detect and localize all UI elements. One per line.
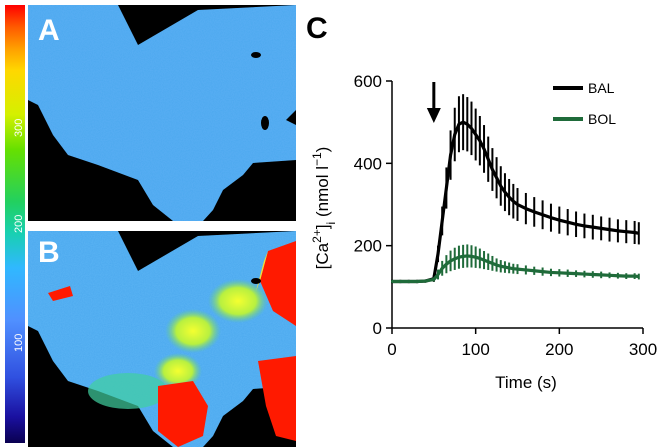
colorbar-tick-label: 200 (13, 214, 25, 233)
legend-label-bal: BAL (588, 80, 615, 96)
chart-legend: BAL BOL (553, 80, 616, 127)
x-tick-label: 0 (387, 340, 396, 359)
x-tick-label: 100 (461, 340, 489, 359)
panel-label-c: C (306, 12, 328, 45)
panel-label-a: A (38, 14, 60, 47)
x-tick-label: 300 (629, 340, 657, 359)
panel-label-b: B (38, 236, 60, 269)
y-tick-label: 200 (354, 237, 382, 256)
colorbar-tick-label: 100 (13, 333, 25, 352)
calcium-image-a (28, 5, 296, 221)
chart-axes: 0 200 400 600 0 100 200 300 (354, 72, 658, 359)
y-tick-label: 0 (373, 319, 382, 338)
series-line-bol (392, 254, 639, 284)
calcium-image-b-graphic (28, 231, 296, 447)
x-axis-label: Time (s) (495, 373, 557, 392)
colorbar-tick-label: 300 (13, 118, 25, 137)
y-tick-label: 600 (354, 72, 382, 91)
calcium-image-a-graphic (28, 5, 296, 221)
chart-series (391, 82, 640, 284)
series-line-bal (392, 120, 640, 284)
calcium-time-chart: 0 200 400 600 0 100 200 300 BAL BOL [Ca2+]i (nmo… (310, 72, 658, 392)
y-tick-label: 400 (354, 154, 382, 173)
legend-label-bol: BOL (588, 111, 616, 127)
x-tick-label: 200 (545, 340, 573, 359)
stimulus-arrow-head (426, 108, 441, 123)
calcium-image-b (28, 231, 296, 447)
y-axis-label: [Ca2+]i (nmol l−1) (310, 147, 338, 270)
color-scale-bar: 300 200 100 (5, 5, 25, 443)
